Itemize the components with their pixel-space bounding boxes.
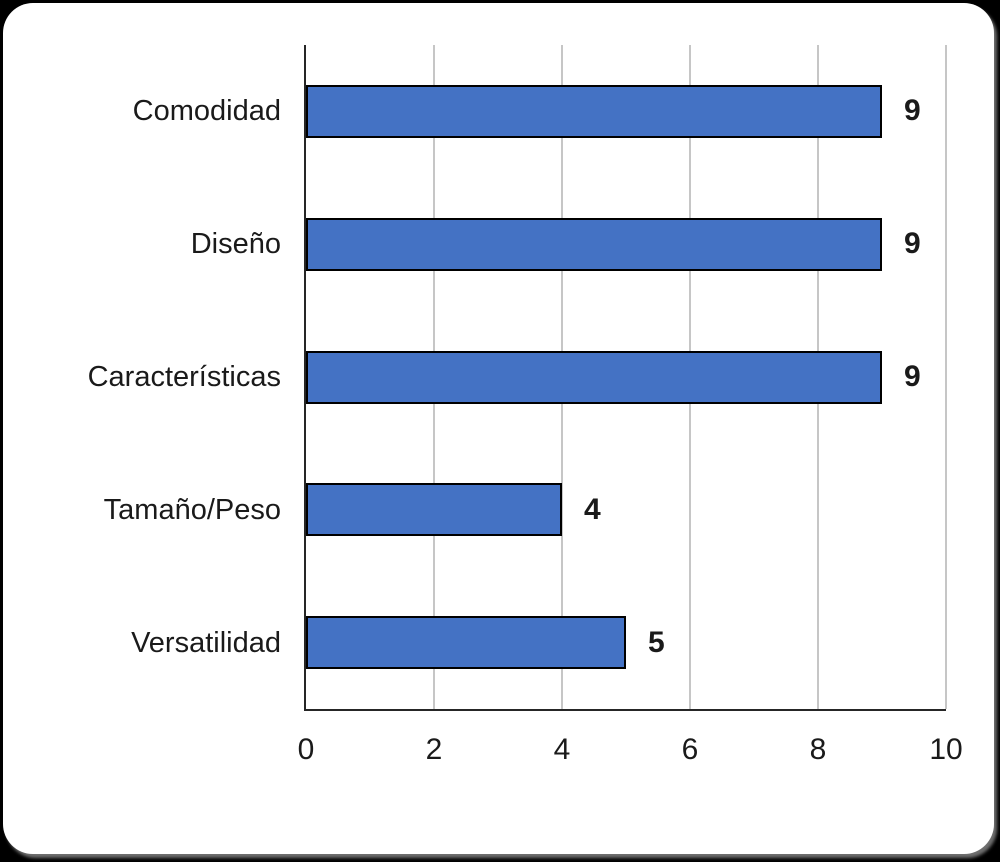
- category-label: Versatilidad: [131, 626, 281, 659]
- category-label: Diseño: [190, 228, 281, 261]
- chart-panel: Comodidad Diseño Características Tamaño/Pes…: [3, 3, 994, 854]
- bar: [306, 350, 882, 404]
- x-tick-label: 10: [929, 733, 963, 766]
- value-label: 9: [904, 360, 921, 393]
- value-label: 5: [648, 625, 665, 659]
- category-label: Tamaño/Peso: [103, 493, 281, 526]
- bar: [306, 483, 562, 537]
- x-tick-label: 4: [553, 733, 571, 766]
- gridline: [945, 45, 947, 709]
- x-tick-label: 6: [681, 733, 699, 766]
- x-tick-label: 0: [297, 733, 315, 766]
- value-label: 9: [904, 227, 921, 261]
- value-label: 4: [584, 492, 601, 526]
- x-tick-label: 8: [809, 733, 827, 766]
- bar: [306, 84, 882, 138]
- value-label: 9: [904, 94, 921, 128]
- category-label: Comodidad: [132, 95, 281, 128]
- x-tick-label: 2: [425, 733, 443, 766]
- bar: [306, 217, 882, 271]
- plot-area: 0 2 4 6 8 10 9 9 9 4 5: [298, 45, 963, 765]
- category-label: Características: [87, 361, 281, 393]
- bar: [306, 616, 626, 670]
- category-axis: Comodidad Diseño Características Tamaño/Pes…: [3, 45, 281, 709]
